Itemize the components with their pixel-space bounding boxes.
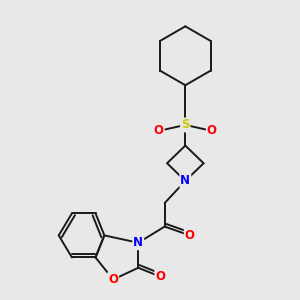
Text: O: O [207,124,217,137]
Text: O: O [108,273,118,286]
Text: O: O [154,124,164,137]
Text: N: N [133,236,143,249]
Text: O: O [185,229,195,242]
Text: N: N [180,174,190,188]
Text: O: O [155,270,165,283]
Text: S: S [181,118,190,131]
